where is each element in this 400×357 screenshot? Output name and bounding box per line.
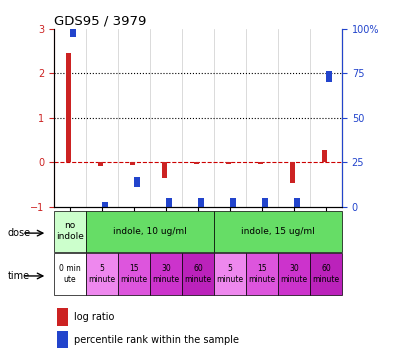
- Bar: [57, 308, 68, 326]
- Text: indole, 10 ug/ml: indole, 10 ug/ml: [113, 227, 187, 236]
- Bar: [310, 253, 342, 295]
- Text: 15
minute: 15 minute: [120, 264, 148, 284]
- Text: 5
minute: 5 minute: [216, 264, 244, 284]
- Text: percentile rank within the sample: percentile rank within the sample: [74, 335, 239, 345]
- Bar: [162, 162, 167, 178]
- Text: GDS95 / 3979: GDS95 / 3979: [54, 14, 146, 27]
- Bar: [86, 211, 214, 252]
- Text: 15
minute: 15 minute: [248, 264, 276, 284]
- Bar: [57, 331, 68, 348]
- Bar: [98, 162, 103, 166]
- Bar: [322, 150, 327, 162]
- Bar: [230, 198, 236, 209]
- Text: 0 min
ute: 0 min ute: [59, 264, 81, 284]
- Bar: [290, 162, 295, 183]
- Bar: [150, 253, 182, 295]
- Bar: [326, 71, 332, 82]
- Text: dose: dose: [8, 228, 31, 238]
- Text: 30
minute: 30 minute: [280, 264, 308, 284]
- Bar: [134, 177, 140, 187]
- Text: 30
minute: 30 minute: [152, 264, 180, 284]
- Bar: [214, 211, 342, 252]
- Bar: [194, 162, 199, 164]
- Bar: [118, 253, 150, 295]
- Text: 60
minute: 60 minute: [184, 264, 212, 284]
- Bar: [258, 162, 263, 164]
- Bar: [226, 162, 231, 164]
- Bar: [246, 253, 278, 295]
- Text: 60
minute: 60 minute: [312, 264, 340, 284]
- Bar: [66, 53, 71, 162]
- Bar: [214, 253, 246, 295]
- Bar: [262, 198, 268, 209]
- Text: 5
minute: 5 minute: [88, 264, 116, 284]
- Text: log ratio: log ratio: [74, 312, 114, 322]
- Text: indole, 15 ug/ml: indole, 15 ug/ml: [241, 227, 315, 236]
- Bar: [130, 162, 135, 165]
- Bar: [86, 253, 118, 295]
- Bar: [182, 253, 214, 295]
- Bar: [102, 202, 108, 212]
- Bar: [166, 198, 172, 209]
- Bar: [294, 198, 300, 209]
- Text: no
indole: no indole: [56, 221, 84, 241]
- Bar: [278, 253, 310, 295]
- Bar: [198, 198, 204, 209]
- Bar: [70, 27, 76, 37]
- Text: time: time: [8, 271, 30, 281]
- Bar: [54, 253, 86, 295]
- Bar: [54, 211, 86, 252]
